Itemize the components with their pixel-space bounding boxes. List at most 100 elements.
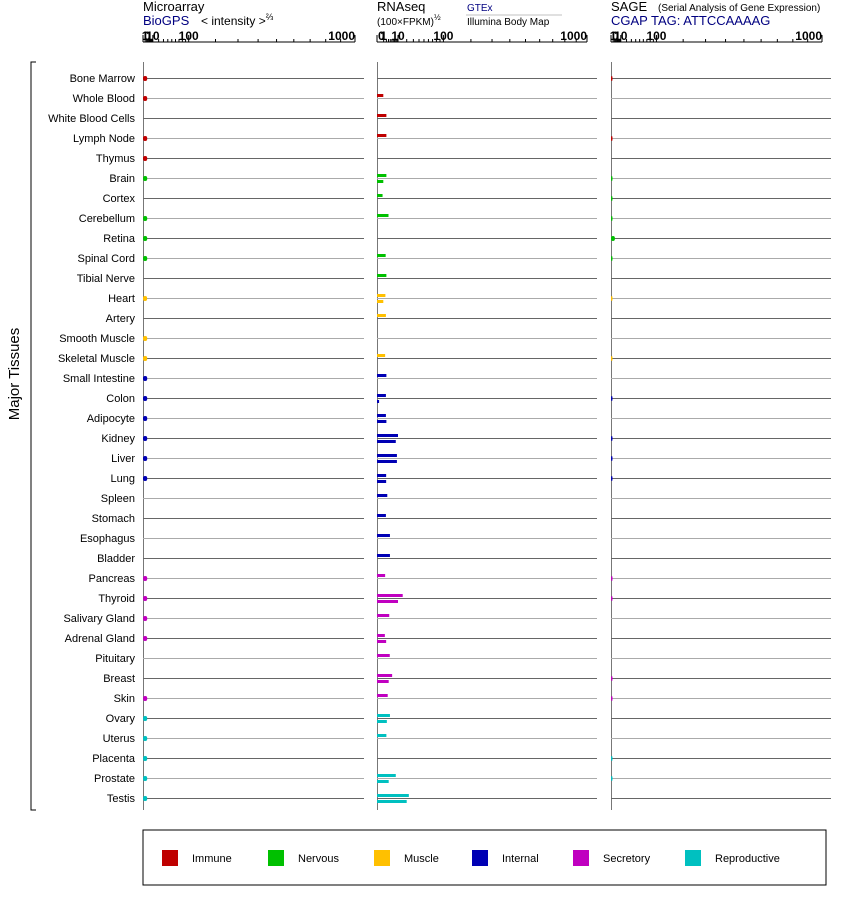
tissue-label: Esophagus bbox=[80, 533, 136, 545]
rna-tick-label: 100 bbox=[433, 29, 453, 43]
illumina-bar bbox=[377, 420, 387, 423]
microarray-bar bbox=[143, 96, 148, 101]
tissue-label: Lung bbox=[111, 473, 135, 485]
legend-swatch-immune bbox=[162, 850, 178, 866]
tissue-label: Artery bbox=[106, 313, 136, 325]
sage-tick-label: 0 bbox=[612, 29, 619, 43]
tissue-label: Spleen bbox=[101, 493, 135, 505]
sage-tick-label: 100 bbox=[646, 29, 666, 43]
microarray-bar bbox=[143, 156, 148, 161]
legend-swatch-secretory bbox=[573, 850, 589, 866]
tissue-label: Bone Marrow bbox=[70, 73, 135, 85]
microarray-bar bbox=[143, 616, 148, 621]
sage-bar bbox=[611, 776, 613, 781]
illumina-bar bbox=[377, 400, 380, 403]
sage-tick-label: 1000 bbox=[795, 29, 822, 43]
sage-bar bbox=[611, 236, 615, 241]
cgap-link[interactable]: CGAP TAG: ATTCCAAAAG bbox=[611, 13, 770, 28]
gtex-bar bbox=[377, 374, 387, 377]
micro-tick-label: 1000 bbox=[328, 29, 355, 43]
sage-bar bbox=[611, 76, 613, 81]
gtex-bar bbox=[377, 354, 386, 357]
sage-bar bbox=[611, 456, 613, 461]
gtex-bar bbox=[377, 454, 397, 457]
tissue-label: Salivary Gland bbox=[63, 613, 135, 625]
microarray-bar bbox=[143, 216, 148, 221]
tissue-label: Small Intestine bbox=[63, 373, 135, 385]
illumina-bar bbox=[377, 780, 389, 783]
tissue-label: Stomach bbox=[92, 513, 135, 525]
gtex-link[interactable]: GTEx bbox=[467, 3, 493, 14]
illumina-bar bbox=[377, 640, 387, 643]
microarray-bar bbox=[143, 636, 148, 641]
gtex-bar bbox=[377, 694, 388, 697]
gtex-bar bbox=[377, 414, 386, 417]
microarray-bar bbox=[143, 76, 148, 81]
y-group: Major Tissues bbox=[6, 61, 36, 811]
sage-bar bbox=[611, 396, 613, 401]
biogps-link[interactable]: BioGPS bbox=[143, 13, 190, 28]
microarray-scale-exp: ⅔ bbox=[266, 12, 274, 22]
illumina-bar bbox=[377, 300, 384, 303]
tissue-label: Adipocyte bbox=[87, 413, 135, 425]
tissue-label: Uterus bbox=[103, 733, 136, 745]
sage-subtitle: (Serial Analysis of Gene Expression) bbox=[658, 3, 820, 14]
sage-bar bbox=[611, 476, 613, 481]
legend-swatch-nervous bbox=[268, 850, 284, 866]
tissue-label: Lymph Node bbox=[73, 133, 135, 145]
microarray-header: Microarray BioGPS < intensity >⅔ bbox=[143, 0, 274, 28]
gtex-bar bbox=[377, 214, 389, 217]
sage-bar bbox=[611, 436, 613, 441]
tissue-label: Prostate bbox=[94, 773, 135, 785]
tissue-label: Thyroid bbox=[98, 593, 135, 605]
microarray-bar bbox=[143, 476, 148, 481]
microarray-bar bbox=[143, 716, 148, 721]
gtex-bar bbox=[377, 654, 390, 657]
tissue-label: Retina bbox=[103, 233, 136, 245]
tissue-label: Colon bbox=[106, 393, 135, 405]
tissue-label: Cortex bbox=[103, 193, 136, 205]
micro-tick-label: 0 bbox=[144, 29, 151, 43]
microarray-bar bbox=[143, 436, 148, 441]
gtex-bar bbox=[377, 254, 386, 257]
rnaseq-title: RNAseq bbox=[377, 0, 425, 14]
sage-bar bbox=[611, 676, 613, 681]
sage-bar bbox=[611, 596, 613, 601]
gtex-bar bbox=[377, 294, 386, 297]
tissue-label: Tibial Nerve bbox=[77, 273, 135, 285]
microarray-bar bbox=[143, 776, 148, 781]
category-labels: Bone Marrow Whole Blood White Blood Cells L… bbox=[48, 73, 136, 805]
gtex-bar bbox=[377, 94, 384, 97]
microarray-bar bbox=[143, 396, 148, 401]
micro-tick-label: 100 bbox=[179, 29, 199, 43]
bars-layer bbox=[143, 76, 615, 803]
microarray-bar bbox=[143, 576, 148, 581]
tissue-label: Testis bbox=[107, 793, 136, 805]
gtex-bar bbox=[377, 774, 396, 777]
legend-label-internal: Internal bbox=[502, 853, 539, 865]
sage-bar bbox=[611, 756, 613, 761]
legend-label-immune: Immune bbox=[192, 853, 232, 865]
microarray-title: Microarray bbox=[143, 0, 205, 14]
sage-bar bbox=[611, 216, 613, 221]
microarray-scale-label: < intensity >⅔ bbox=[201, 12, 274, 28]
illumina-bar bbox=[377, 720, 387, 723]
tissue-label: Ovary bbox=[106, 713, 136, 725]
sage-title: SAGE bbox=[611, 0, 647, 14]
legend-label-reproductive: Reproductive bbox=[715, 853, 780, 865]
gtex-bar bbox=[377, 174, 387, 177]
gtex-bar bbox=[377, 274, 387, 277]
gtex-bar bbox=[377, 314, 386, 317]
tissue-label: White Blood Cells bbox=[48, 113, 135, 125]
gtex-bar bbox=[377, 194, 383, 197]
gtex-bar bbox=[377, 674, 393, 677]
illumina-bar bbox=[377, 440, 396, 443]
sage-bar bbox=[611, 696, 613, 701]
sage-header: SAGE (Serial Analysis of Gene Expression… bbox=[611, 0, 820, 28]
microarray-bar bbox=[143, 296, 148, 301]
rnaseq-header: RNAseq (100×FPKM)½ GTEx Illumina Body Ma… bbox=[377, 0, 562, 28]
y-bracket bbox=[30, 61, 36, 811]
microarray-bar bbox=[143, 796, 148, 801]
rna-tick-label: 1000 bbox=[560, 29, 587, 43]
